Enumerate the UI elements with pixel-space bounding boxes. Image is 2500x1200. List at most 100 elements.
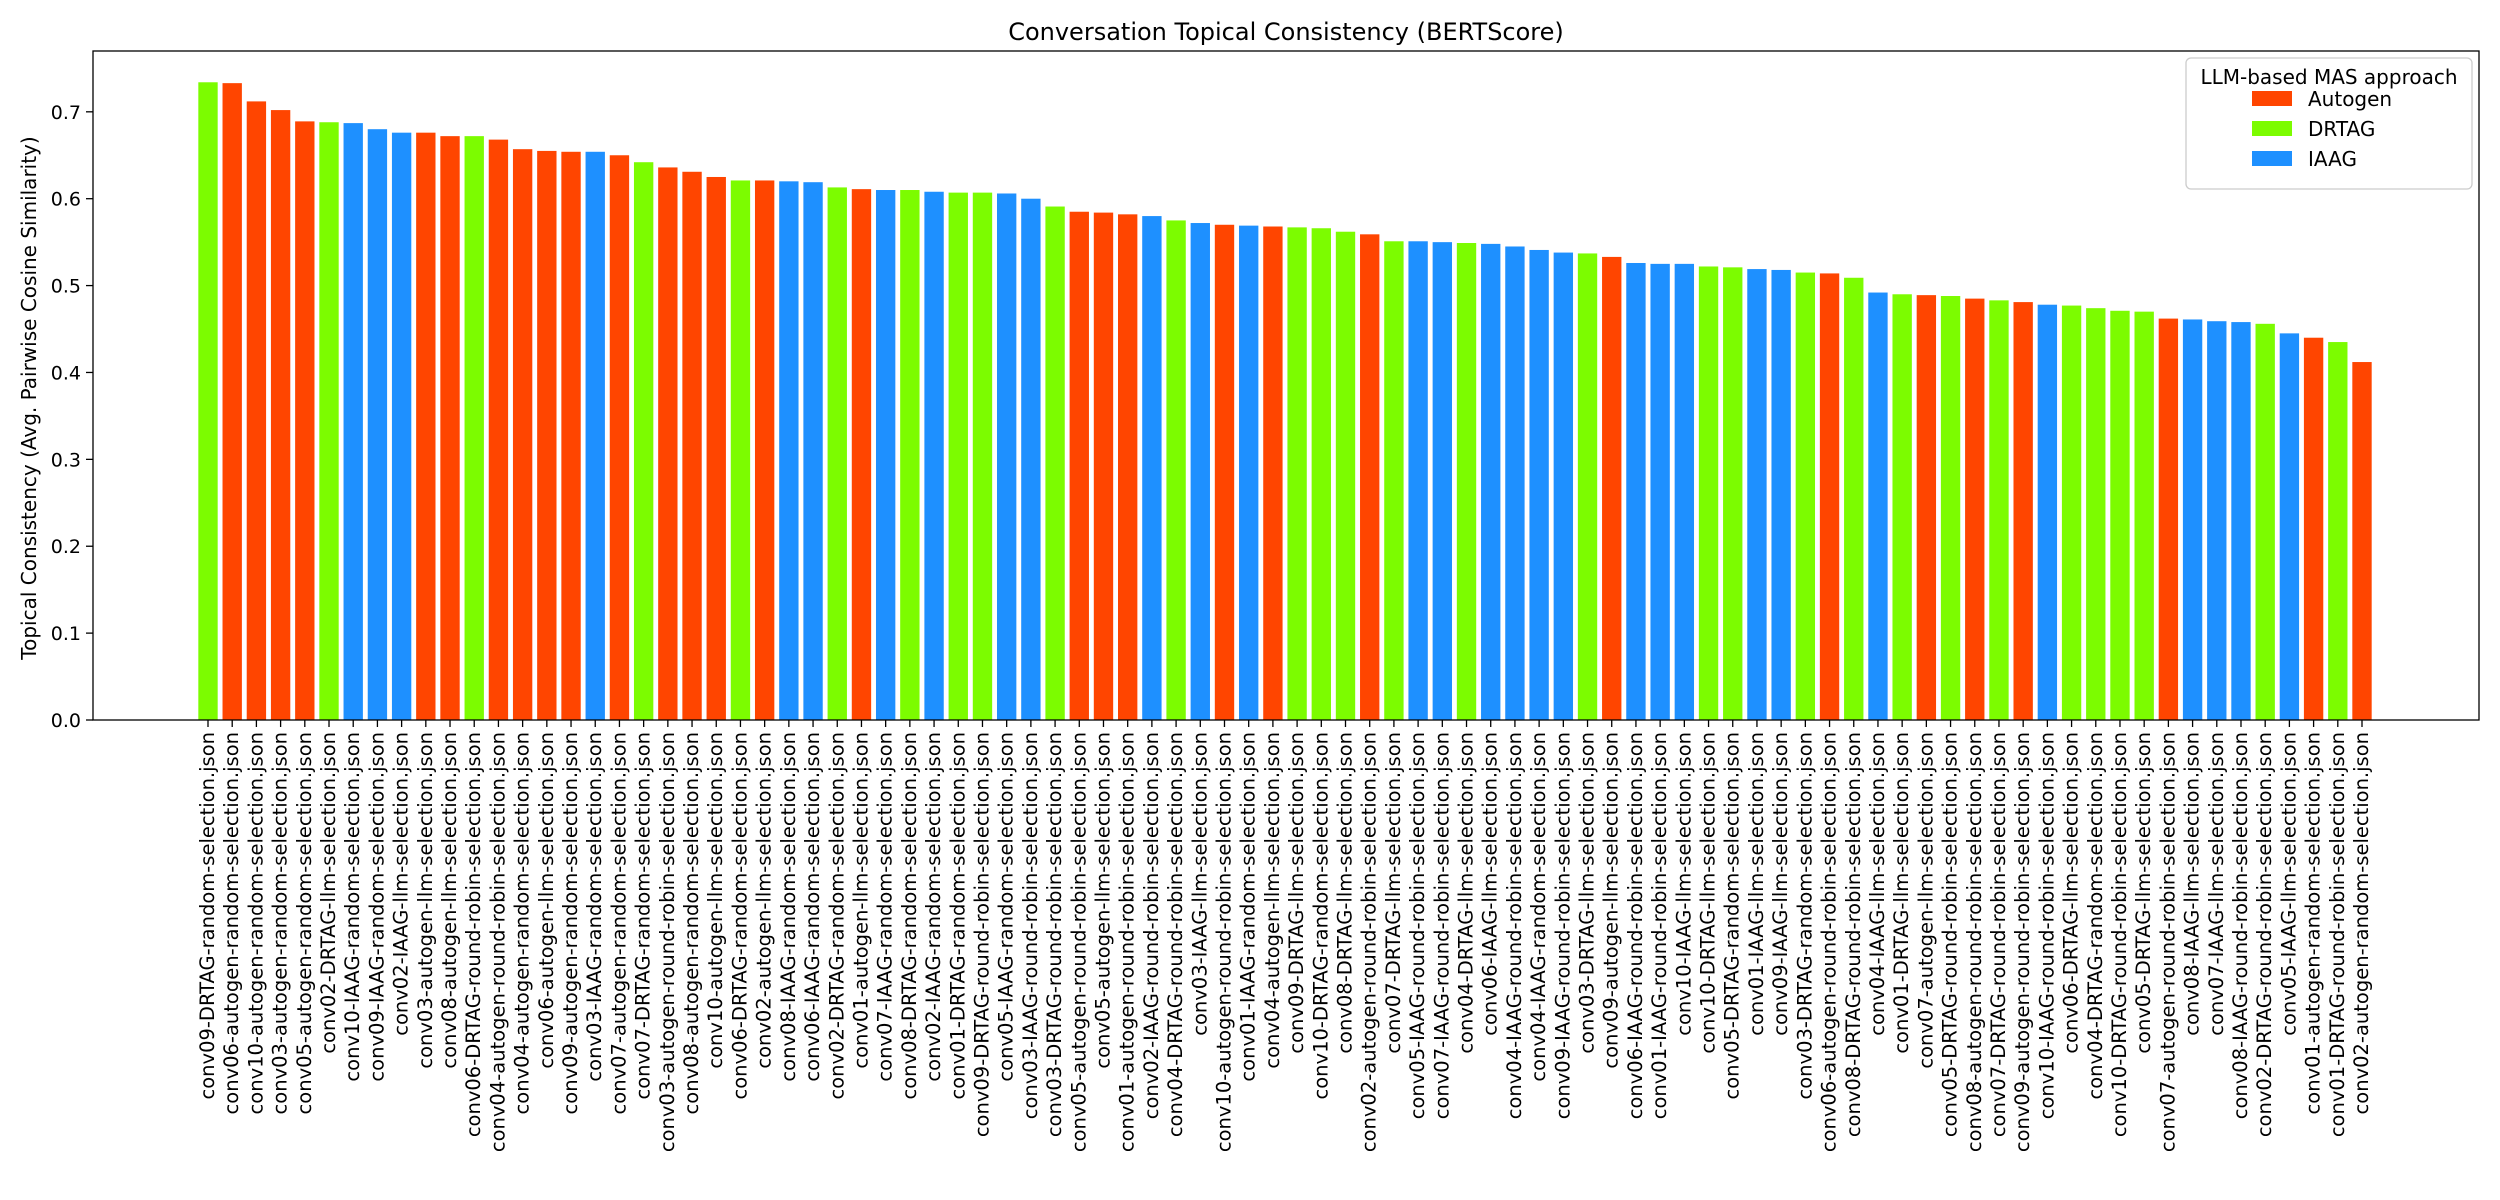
bar [464,136,484,721]
x-tick-label: conv08-DRTAG-random-selection.json [898,732,921,1099]
bar [1747,269,1767,720]
bar [1384,241,1404,720]
bar [1650,263,1670,720]
x-tick-label: conv03-autogen-llm-selection.json [414,732,437,1069]
bar [1432,242,1452,720]
legend-entries: Autogen DRTAG IAAG [2252,87,2392,171]
x-tick-label: conv09-autogen-round-robin-selection.jso… [2011,732,2034,1152]
bar [1287,227,1307,720]
x-tick-label: conv05-autogen-llm-selection.json [1091,732,1114,1069]
bar [343,123,363,721]
bar [2207,321,2227,720]
x-tick-label: conv04-IAAG-round-robin-selection.json [1503,732,1526,1119]
x-tick-label: conv10-autogen-round-robin-selection.jso… [1212,732,1235,1152]
bar [367,129,388,720]
x-tick-label: conv10-autogen-llm-selection.json [704,732,727,1069]
y-tick-label: 0.3 [51,449,81,471]
bar [1118,214,1138,720]
x-tick-label: conv09-IAAG-random-selection.json [365,732,388,1082]
bar [2158,318,2179,720]
y-tick-label: 0.5 [51,276,81,298]
x-tick-label: conv01-IAAG-round-robin-selection.json [1648,732,1671,1119]
bar [1093,212,1114,720]
x-tick-label: conv10-autogen-random-selection.json [244,732,267,1114]
bar [2061,305,2082,720]
x-tick-label: conv05-autogen-random-selection.json [293,732,316,1114]
x-tick-label: conv06-IAAG-llm-selection.json [1479,732,1502,1036]
bar [1844,277,1864,720]
x-tick-label: conv06-IAAG-round-robin-selection.json [1624,732,1647,1119]
chart-title: Conversation Topical Consistency (BERTSc… [1008,18,1564,46]
bar [295,121,315,721]
bar [2182,319,2203,720]
bar [2086,308,2106,720]
bar [2303,337,2324,720]
x-tick-label: conv02-autogen-round-robin-selection.jso… [1358,732,1381,1152]
x-tick-label: conv05-IAAG-round-robin-selection.json [1406,732,1429,1119]
bar [1214,224,1235,720]
bar [1529,249,1549,720]
bar [512,149,533,720]
bar [1360,234,1380,721]
bar [1311,228,1331,720]
x-tick-label: conv07-DRTAG-random-selection.json [632,732,655,1099]
x-tick-label: conv01-autogen-random-selection.json [2302,732,2325,1114]
bar [1940,296,1961,720]
bar [948,192,968,720]
bar [633,162,654,720]
x-tick-label: conv08-DRTAG-round-robin-selection.json [1842,732,1865,1137]
x-tick-label: conv07-IAAG-random-selection.json [874,732,897,1082]
x-tick-label: conv10-IAAG-random-selection.json [341,732,364,1082]
x-tick-label: conv08-DRTAG-llm-selection.json [1334,732,1357,1054]
x-tick-label: conv01-IAAG-llm-selection.json [1745,732,1768,1036]
x-tick-label: conv06-autogen-round-robin-selection.jso… [1818,732,1841,1152]
bar [754,180,775,721]
y-tick-label: 0.2 [51,536,81,558]
bar [440,136,460,721]
bar [682,171,702,721]
x-tick-label: conv02-IAAG-round-robin-selection.json [1140,732,1163,1119]
x-tick-label: conv07-DRTAG-llm-selection.json [1382,732,1405,1054]
bar [803,182,823,721]
x-tick-label: conv08-IAAG-random-selection.json [777,732,800,1082]
x-tick-label: conv07-IAAG-round-robin-selection.json [1430,732,1453,1119]
bar [1239,225,1259,720]
x-tick-label: conv10-DRTAG-round-robin-selection.json [2108,732,2131,1137]
x-tick-label: conv04-IAAG-llm-selection.json [1866,732,1889,1036]
x-tick-label: conv08-autogen-llm-selection.json [438,732,461,1069]
legend-label: Autogen [2308,87,2392,111]
x-tick-label: conv01-autogen-llm-selection.json [849,732,872,1069]
x-tick-label: conv07-DRTAG-round-robin-selection.json [1987,732,2010,1137]
x-tick-label: conv06-autogen-random-selection.json [220,732,243,1114]
bar [1505,246,1525,721]
x-tick-label: conv01-IAAG-random-selection.json [1237,732,1260,1082]
x-tick-label: conv05-autogen-round-robin-selection.jso… [1067,732,1090,1152]
x-tick-label: conv05-IAAG-llm-selection.json [2277,732,2300,1036]
bar [1674,263,1695,720]
bar [706,176,726,720]
bar [972,192,993,720]
bar [2231,322,2251,720]
bar [2013,302,2033,720]
y-tick-label: 0.6 [51,189,81,211]
x-tick-label: conv07-autogen-llm-selection.json [1914,732,1937,1069]
x-tick-label: conv09-autogen-llm-selection.json [1600,732,1623,1069]
bar [1965,298,1985,720]
y-tick-label: 0.4 [51,362,81,384]
bar [900,190,920,720]
y-tick-label: 0.1 [51,623,81,645]
x-tick-label: conv06-DRTAG-llm-selection.json [2060,732,2083,1054]
bar [1190,223,1210,720]
x-tick-label: conv02-DRTAG-round-robin-selection.json [2253,732,2276,1137]
x-tick-label: conv03-DRTAG-round-robin-selection.json [1043,732,1066,1137]
y-tick-label: 0.0 [51,710,81,732]
bar [609,155,630,720]
x-tick-label: conv01-DRTAG-random-selection.json [946,732,969,1099]
legend-swatch [2252,121,2292,136]
bar [1892,294,1912,720]
x-tick-label: conv09-DRTAG-llm-selection.json [1285,732,1308,1054]
y-axis-ticks: 0.0 0.1 0.2 0.3 0.4 0.5 0.6 0.7 [51,102,93,732]
bar [2037,304,2058,720]
x-tick-label: conv06-IAAG-random-selection.json [801,732,824,1082]
